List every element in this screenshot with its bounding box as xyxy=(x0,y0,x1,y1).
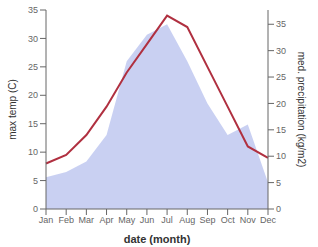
svg-text:Jan: Jan xyxy=(39,215,54,225)
svg-text:30: 30 xyxy=(276,46,286,56)
svg-text:5: 5 xyxy=(33,176,38,186)
svg-text:20: 20 xyxy=(276,99,286,109)
svg-text:Jul: Jul xyxy=(161,215,173,225)
svg-text:20: 20 xyxy=(28,90,38,100)
svg-text:May: May xyxy=(118,215,136,225)
svg-text:0: 0 xyxy=(33,204,38,214)
svg-text:35: 35 xyxy=(276,19,286,29)
svg-text:date (month): date (month) xyxy=(124,233,191,245)
svg-text:Jun: Jun xyxy=(140,215,155,225)
svg-text:Oct: Oct xyxy=(221,215,236,225)
svg-text:25: 25 xyxy=(276,72,286,82)
svg-text:Dec: Dec xyxy=(260,215,277,225)
svg-text:Nov: Nov xyxy=(240,215,257,225)
svg-text:Aug: Aug xyxy=(179,215,195,225)
svg-text:5: 5 xyxy=(276,178,281,188)
svg-text:Mar: Mar xyxy=(79,215,95,225)
svg-text:15: 15 xyxy=(28,119,38,129)
svg-text:max temp (C): max temp (C) xyxy=(8,79,18,140)
svg-text:10: 10 xyxy=(276,151,286,161)
svg-text:35: 35 xyxy=(28,5,38,15)
svg-text:Feb: Feb xyxy=(58,215,74,225)
svg-text:10: 10 xyxy=(28,147,38,157)
svg-text:25: 25 xyxy=(28,62,38,72)
svg-text:Apr: Apr xyxy=(100,215,114,225)
svg-text:30: 30 xyxy=(28,34,38,44)
svg-text:med. precipitation (kg/m2): med. precipitation (kg/m2) xyxy=(296,52,307,168)
svg-text:0: 0 xyxy=(276,204,281,214)
svg-text:Sep: Sep xyxy=(199,215,215,225)
svg-text:15: 15 xyxy=(276,125,286,135)
